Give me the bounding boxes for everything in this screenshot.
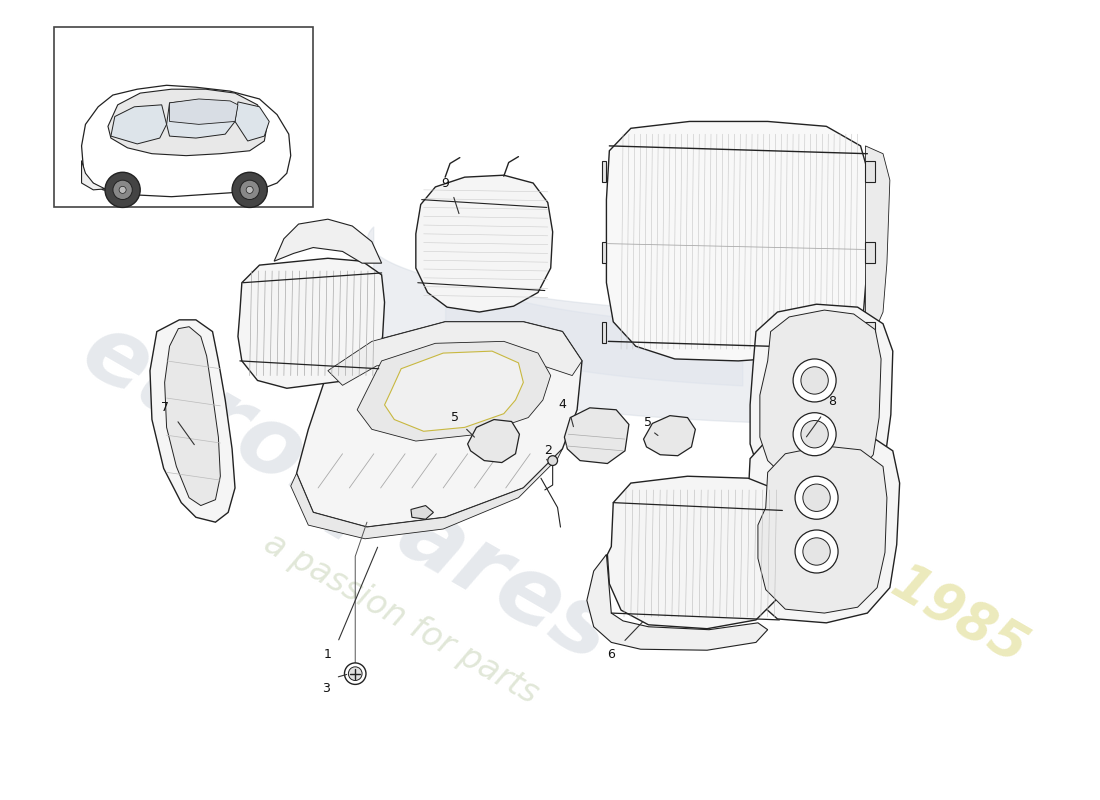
Polygon shape (750, 304, 893, 496)
Circle shape (793, 359, 836, 402)
Text: 3: 3 (322, 682, 330, 695)
Polygon shape (238, 258, 385, 388)
Circle shape (548, 456, 558, 466)
Polygon shape (111, 105, 166, 144)
Text: 1: 1 (323, 648, 332, 661)
Text: 6: 6 (607, 648, 615, 661)
Polygon shape (150, 320, 235, 522)
Polygon shape (745, 427, 900, 623)
Text: 9: 9 (441, 177, 449, 190)
Polygon shape (297, 322, 582, 527)
Polygon shape (866, 322, 876, 343)
Polygon shape (866, 242, 876, 263)
Circle shape (793, 413, 836, 456)
Circle shape (803, 484, 830, 511)
Polygon shape (169, 99, 238, 124)
Text: eurospares: eurospares (66, 305, 629, 683)
Polygon shape (606, 122, 870, 361)
Polygon shape (602, 161, 606, 182)
Polygon shape (328, 322, 582, 386)
Circle shape (801, 421, 828, 448)
Text: a passion for parts: a passion for parts (258, 527, 544, 711)
Polygon shape (81, 161, 104, 190)
Circle shape (240, 180, 260, 199)
Circle shape (795, 476, 838, 519)
Polygon shape (274, 219, 382, 263)
Text: since 1985: since 1985 (734, 470, 1036, 674)
Polygon shape (385, 351, 524, 431)
Circle shape (119, 186, 126, 194)
Polygon shape (760, 310, 881, 484)
Circle shape (246, 186, 253, 194)
Polygon shape (602, 322, 606, 343)
Polygon shape (108, 89, 267, 156)
Polygon shape (290, 449, 562, 538)
Polygon shape (866, 161, 876, 182)
Circle shape (104, 172, 140, 207)
Polygon shape (564, 408, 629, 463)
Polygon shape (411, 506, 433, 519)
Circle shape (803, 538, 830, 565)
Circle shape (795, 530, 838, 573)
Bar (54, 26, 313, 207)
Text: 5: 5 (451, 411, 459, 424)
Circle shape (801, 366, 828, 394)
Polygon shape (416, 175, 552, 312)
Text: 7: 7 (161, 402, 168, 414)
Polygon shape (165, 326, 220, 506)
Polygon shape (166, 100, 235, 138)
Text: 4: 4 (559, 398, 566, 411)
Polygon shape (758, 446, 887, 613)
Polygon shape (358, 342, 551, 441)
Polygon shape (602, 242, 606, 263)
Text: 2: 2 (543, 444, 552, 458)
Circle shape (349, 667, 362, 681)
Polygon shape (81, 86, 290, 197)
Polygon shape (644, 416, 695, 456)
Text: 8: 8 (828, 395, 836, 409)
Polygon shape (607, 476, 785, 629)
Text: 5: 5 (645, 416, 652, 429)
Polygon shape (866, 146, 890, 349)
Circle shape (344, 663, 366, 685)
Polygon shape (468, 419, 519, 462)
Circle shape (232, 172, 267, 207)
Circle shape (113, 180, 132, 199)
Polygon shape (587, 554, 768, 650)
Polygon shape (235, 102, 270, 141)
